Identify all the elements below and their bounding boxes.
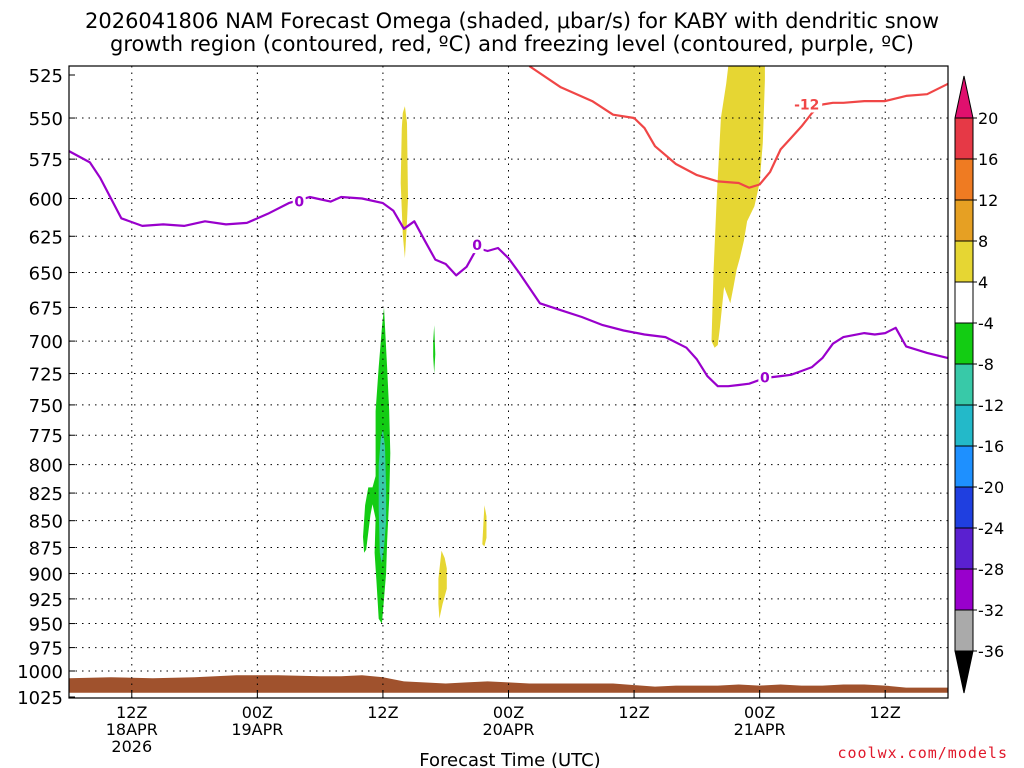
credit-text: coolwx.com/models: [837, 744, 1008, 762]
y-tick-label-825: 825: [29, 484, 63, 505]
y-tick-label-675: 675: [29, 298, 63, 319]
x-tick-label-6-1: 12Z: [116, 703, 147, 722]
y-tick-label-800: 800: [29, 456, 63, 477]
colorbar-label-4: 4: [978, 273, 988, 292]
y-tick-label-850: 850: [29, 512, 63, 533]
freezing-level-contour-label-2: 0: [760, 370, 770, 386]
chart-title-line-1: 2026041806 NAM Forecast Omega (shaded, μ…: [84, 9, 940, 33]
chart-title-line-2: growth region (contoured, red, ºC) and f…: [110, 32, 914, 56]
colorbar: 20 16 12 8 4 -4 -8 -12 -16 -20 -24 -28 -32 -36: [954, 75, 1004, 694]
colorbar-swatch-0: [954, 117, 974, 160]
colorbar-swatch-11: [954, 568, 974, 611]
colorbar-swatch-12: [954, 609, 974, 652]
y-tick-label-875: 875: [29, 538, 63, 559]
x-tick-label-30-1: 12Z: [367, 703, 398, 722]
colorbar-swatch-5: [954, 322, 974, 365]
x-tick-label-42-1: 00Z: [493, 703, 524, 722]
dgz-contour-label-bg-0: [791, 96, 823, 113]
x-tick-label-18-1: 00Z: [242, 703, 273, 722]
colorbar-label-1: 16: [978, 150, 998, 169]
y-tick-label-775: 775: [29, 426, 63, 447]
x-tick-label-6-2: 18APR: [106, 720, 158, 739]
colorbar-swatch-1: [954, 158, 974, 201]
plot-frame: [68, 65, 949, 699]
omega-shaded-regions: [363, 66, 765, 624]
freezing-level-contour-label-bg-2: [758, 369, 772, 386]
omega-region-3: [482, 505, 487, 547]
colorbar-top-arrow: [954, 75, 974, 119]
colorbar-swatch-8: [954, 445, 974, 488]
colorbar-label-8: -16: [978, 437, 1004, 456]
colorbar-label-10: -24: [978, 519, 1004, 538]
y-tick-labels: 525 550 575 600 625 650 675 700 725 750 775 800 825 8…: [17, 66, 75, 709]
x-axis-label: Forecast Time (UTC): [419, 750, 600, 768]
colorbar-label-13: -36: [978, 642, 1004, 661]
x-tick-label-66-2: 21APR: [734, 720, 786, 739]
y-tick-label-625: 625: [29, 227, 63, 248]
y-tick-label-650: 650: [29, 264, 63, 285]
freezing-level-contour-label-0: 0: [294, 195, 304, 211]
omega-region-4: [363, 307, 391, 624]
colorbar-label-5: -4: [978, 314, 994, 333]
colorbar-label-6: -8: [978, 355, 994, 374]
colorbar-swatch-4: [954, 281, 974, 324]
colorbar-label-7: -12: [978, 396, 1004, 415]
colorbar-label-3: 8: [978, 232, 988, 251]
dgz-contour-label-0: -12: [794, 97, 819, 113]
colorbar-label-0: 20: [978, 109, 998, 128]
omega-region-1: [711, 66, 765, 348]
colorbar-label-11: -28: [978, 560, 1004, 579]
omega-region-5: [433, 325, 436, 374]
y-tick-label-550: 550: [29, 109, 63, 130]
colorbar-swatch-2: [954, 199, 974, 242]
x-tick-label-66-1: 00Z: [744, 703, 775, 722]
colorbar-swatch-3: [954, 240, 974, 283]
y-tick-label-1025: 1025: [17, 688, 63, 709]
colorbar-swatch-7: [954, 404, 974, 447]
colorbar-label-9: -20: [978, 478, 1004, 497]
y-tick-label-900: 900: [29, 565, 63, 586]
y-tick-label-1000: 1000: [17, 662, 63, 683]
x-tick-label-18-2: 19APR: [231, 720, 283, 739]
x-tick-label-78-1: 12Z: [870, 703, 901, 722]
x-tick-label-6-3: 2026: [111, 737, 152, 756]
y-tick-label-950: 950: [29, 615, 63, 636]
freezing-level-contour-label-1: 0: [472, 238, 482, 254]
freezing-level-contour-line: [68, 150, 949, 388]
omega-region-6: [378, 429, 387, 564]
colorbar-label-12: -32: [978, 601, 1004, 620]
colorbar-bottom-arrow: [954, 650, 974, 694]
x-tick-label-42-2: 20APR: [482, 720, 534, 739]
y-tick-label-525: 525: [29, 66, 63, 87]
colorbar-label-2: 12: [978, 191, 998, 210]
colorbar-swatch-9: [954, 486, 974, 529]
omega-region-0: [400, 106, 408, 259]
omega-region-2: [438, 550, 447, 619]
y-tick-label-925: 925: [29, 590, 63, 611]
y-tick-label-575: 575: [29, 150, 63, 171]
y-tick-label-600: 600: [29, 190, 63, 211]
y-tick-label-725: 725: [29, 365, 63, 386]
y-tick-label-975: 975: [29, 639, 63, 660]
grid-lines: [69, 66, 948, 698]
contour-lines: -12 0 0 0: [68, 65, 949, 388]
colorbar-swatch-10: [954, 527, 974, 570]
y-tick-label-700: 700: [29, 332, 63, 353]
freezing-level-contour-label-bg-0: [292, 193, 306, 210]
x-tick-label-54-1: 12Z: [618, 703, 649, 722]
colorbar-swatch-6: [954, 363, 974, 406]
dgz-contour-line: [528, 65, 949, 189]
freezing-level-contour-label-bg-1: [470, 237, 484, 254]
y-tick-label-750: 750: [29, 396, 63, 417]
